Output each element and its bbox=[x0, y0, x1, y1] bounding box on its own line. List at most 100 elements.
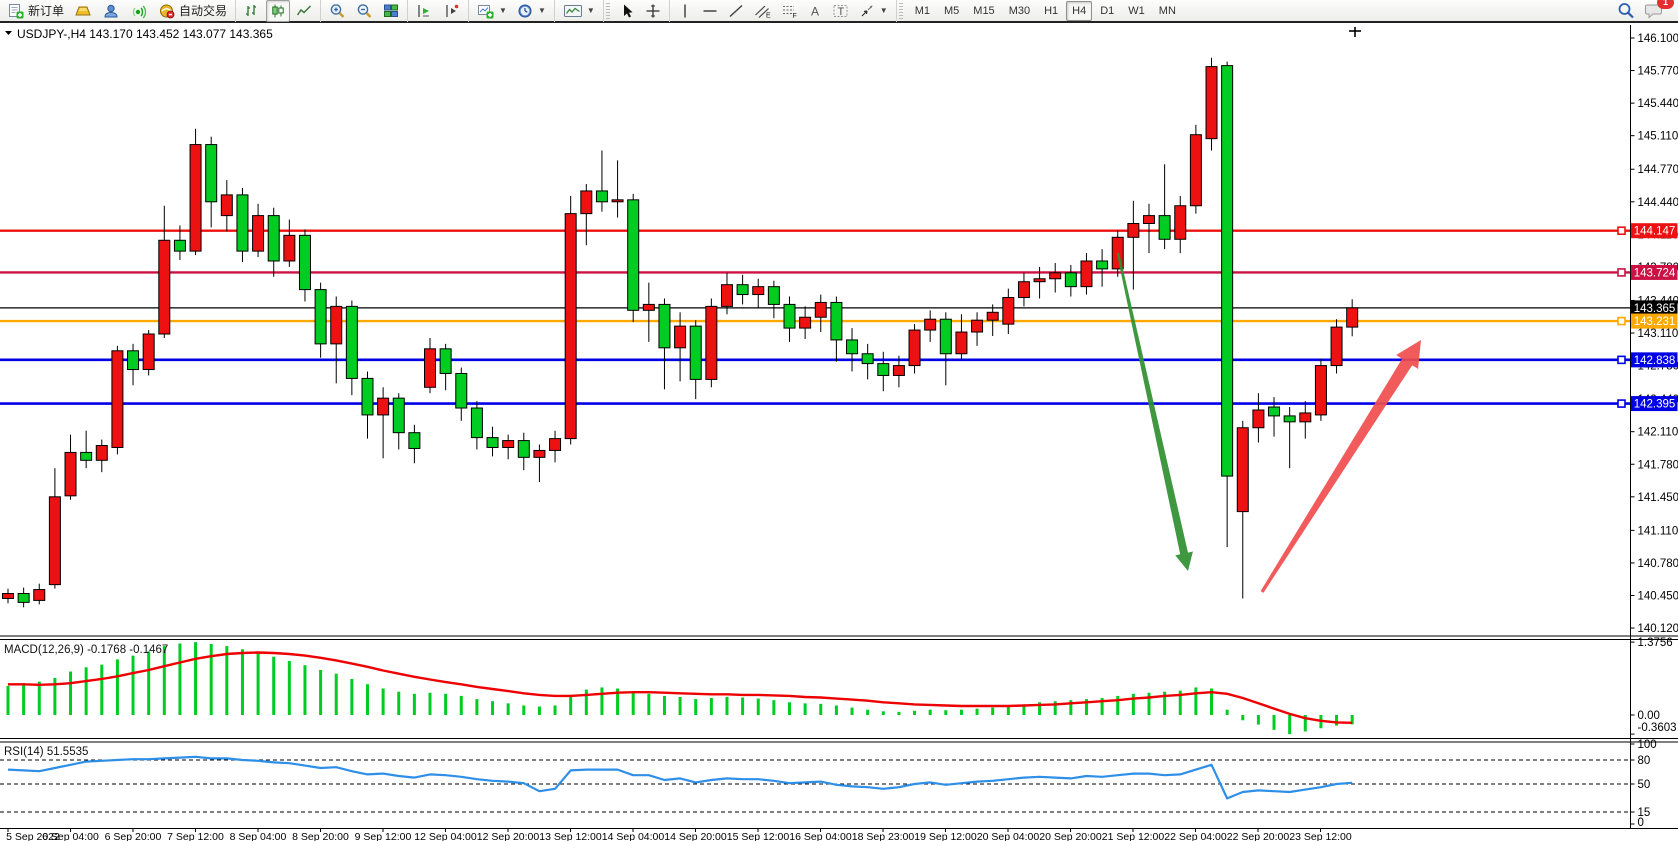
svg-text:T: T bbox=[837, 6, 844, 18]
bull-candle bbox=[752, 286, 765, 296]
zoom-out-button[interactable] bbox=[352, 0, 377, 22]
toolbar-group-indicators: ▼ bbox=[555, 0, 604, 22]
bull-candle bbox=[142, 333, 155, 371]
bear-candle bbox=[361, 377, 374, 416]
up-arrow[interactable] bbox=[1260, 340, 1421, 593]
bull-candle bbox=[95, 445, 108, 461]
new-chart-button[interactable]: ▼ bbox=[473, 0, 511, 22]
hline-anchor[interactable] bbox=[1617, 399, 1626, 408]
timeframe-m30[interactable]: M30 bbox=[1008, 4, 1031, 17]
gold-ingot-icon bbox=[75, 6, 91, 15]
bar-chart-button[interactable] bbox=[240, 0, 264, 22]
line-chart-button[interactable] bbox=[292, 0, 316, 22]
text-button[interactable]: A bbox=[804, 0, 826, 22]
gold-ingot-button[interactable] bbox=[70, 0, 96, 22]
bull-candle bbox=[674, 325, 687, 349]
chart-shift-marker[interactable] bbox=[1349, 27, 1361, 37]
notification-badge: 1 bbox=[1657, 0, 1674, 9]
bull-candle bbox=[611, 199, 624, 203]
chart-menu-caret-icon[interactable] bbox=[5, 31, 12, 35]
period-clock-button[interactable]: ▼ bbox=[513, 0, 550, 22]
time-tick: 8 Sep 20:00 bbox=[292, 831, 349, 841]
crosshair-button[interactable] bbox=[641, 0, 665, 22]
hline-anchor[interactable] bbox=[1617, 226, 1626, 236]
bull-candle bbox=[564, 213, 577, 440]
vertical-line-icon bbox=[684, 4, 686, 17]
bear-candle bbox=[861, 353, 874, 365]
toolbar-grip[interactable] bbox=[898, 2, 903, 19]
bear-candle bbox=[80, 451, 93, 461]
time-tick: 18 Sep 23:00 bbox=[852, 831, 915, 841]
channel-button[interactable]: E bbox=[750, 0, 775, 22]
bull-candle bbox=[1236, 427, 1249, 513]
period-clock-icon bbox=[518, 4, 532, 17]
bull-candle bbox=[924, 318, 937, 331]
text-label-button[interactable]: T bbox=[828, 0, 853, 22]
bull-candle bbox=[1252, 409, 1265, 429]
hline-anchor[interactable] bbox=[1617, 355, 1626, 365]
price-tick: 144.440 bbox=[1638, 197, 1678, 209]
trendline-icon bbox=[729, 4, 743, 17]
timeframe-m1[interactable]: M1 bbox=[914, 4, 930, 17]
hline-anchor[interactable] bbox=[1617, 268, 1626, 277]
cursor-button[interactable] bbox=[616, 0, 639, 22]
arrows-tool-button[interactable]: ▼ bbox=[855, 0, 892, 22]
rsi-pane[interactable] bbox=[0, 742, 1630, 828]
trendline-button[interactable] bbox=[724, 0, 748, 22]
timeframe-h1[interactable]: H1 bbox=[1044, 4, 1059, 17]
indicator-window-button[interactable]: ▼ bbox=[559, 0, 599, 22]
rsi-axis-tick: 50 bbox=[1638, 779, 1651, 791]
profile-button[interactable] bbox=[98, 0, 124, 22]
bull-candle bbox=[986, 311, 999, 321]
zoom-in-button[interactable] bbox=[325, 0, 350, 22]
chart-shift-button[interactable] bbox=[439, 0, 464, 22]
hline-price-box bbox=[1631, 300, 1678, 316]
bear-candle bbox=[689, 325, 702, 380]
timeframe-mn[interactable]: MN bbox=[1158, 4, 1176, 17]
bear-candle bbox=[783, 303, 796, 329]
macd-pane[interactable] bbox=[0, 640, 1630, 737]
cursor-icon bbox=[623, 4, 633, 17]
timeframe-m5[interactable]: M5 bbox=[944, 4, 960, 17]
price-tick: 141.780 bbox=[1638, 459, 1678, 471]
bull-candle bbox=[705, 305, 718, 380]
auto-trading-icon bbox=[160, 4, 175, 18]
bear-candle bbox=[267, 215, 280, 262]
timeframe-h4[interactable]: H4 bbox=[1066, 0, 1093, 21]
chart-shift-icon bbox=[446, 4, 459, 17]
new-chart-icon bbox=[478, 4, 494, 18]
signal-button[interactable] bbox=[126, 0, 152, 22]
auto-trading-button[interactable]: 自动交易 bbox=[154, 0, 231, 22]
hline-price-box bbox=[1631, 352, 1678, 368]
hline-anchor[interactable] bbox=[1617, 316, 1626, 326]
macd-axis-tick: 0.00 bbox=[1638, 710, 1660, 722]
timeframe-m15[interactable]: M15 bbox=[973, 4, 995, 17]
bear-candle bbox=[1268, 406, 1281, 417]
bear-candle bbox=[205, 144, 218, 203]
search-button[interactable] bbox=[1613, 0, 1639, 22]
toolbar-grip[interactable] bbox=[605, 2, 610, 19]
hline-price-label: 142.395 bbox=[1634, 399, 1676, 411]
candlestick-chart-button[interactable] bbox=[266, 0, 291, 22]
price-pane[interactable] bbox=[0, 25, 1630, 636]
chat-button[interactable]: 1 bbox=[1641, 0, 1674, 22]
hline-price-box bbox=[1631, 264, 1678, 280]
new-order-button[interactable]: 新订单 bbox=[4, 0, 68, 22]
horizontal-line-button[interactable] bbox=[698, 0, 722, 22]
auto-scroll-button[interactable] bbox=[412, 0, 437, 22]
timeframe-d1[interactable]: D1 bbox=[1100, 4, 1115, 17]
timeframe-w1[interactable]: W1 bbox=[1128, 4, 1145, 17]
vertical-line-button[interactable] bbox=[674, 0, 696, 22]
bear-candle bbox=[470, 407, 483, 439]
down-arrow[interactable] bbox=[1116, 252, 1193, 571]
bull-candle bbox=[1017, 281, 1030, 299]
fibonacci-button[interactable]: F bbox=[777, 0, 802, 22]
bull-candle bbox=[502, 440, 515, 448]
toolbar-group-cursor bbox=[612, 0, 670, 22]
bull-candle bbox=[955, 331, 968, 355]
chart-area[interactable]: 146.100 145.770 145.440 145.110 144.770 144.4… bbox=[0, 25, 1678, 841]
toolbar-group-objects: E F A T ▼ bbox=[670, 0, 897, 22]
tile-windows-button[interactable] bbox=[379, 0, 403, 22]
tile-windows-icon bbox=[384, 4, 399, 17]
